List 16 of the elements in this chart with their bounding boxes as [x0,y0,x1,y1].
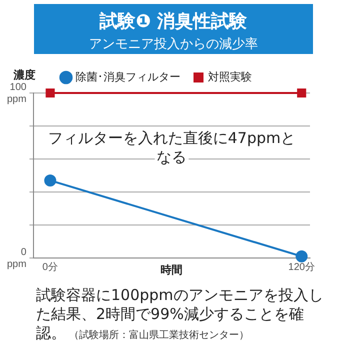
point [297,88,306,98]
y-tick-label: 100 ppm [7,82,27,105]
x-tick-label: 0分 [42,260,58,273]
y-tick-label: 0 ppm [7,246,27,270]
text: （試験場所：富山県工業技術センター） [68,330,250,341]
point [46,88,55,98]
point [296,250,308,262]
chart-title: 試験❶ 消臭性試験 [98,10,248,33]
point [44,174,56,186]
y-axis-title: 濃度 [12,68,36,82]
legend-label: 対照実験 [208,70,252,84]
x-tick-label: 120分 [288,260,315,273]
chart-subtitle: アンモニア投入からの減少率 [88,36,259,53]
annotation: フィルターを入れた直後に47ppmとなる [48,129,296,166]
x-axis-title: 時間 [160,263,183,276]
legend-label: 除菌･消臭フィルター [76,70,180,84]
